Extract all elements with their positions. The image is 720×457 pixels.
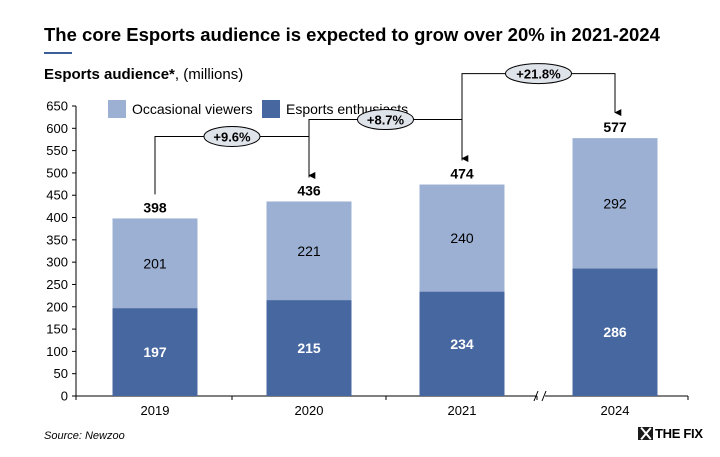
y-tick-label: 500 [46,165,68,180]
data-label-enthusiasts: 234 [450,336,474,352]
bar-segment-occasional-viewers [572,138,658,269]
data-label-total: 398 [143,199,167,215]
legend-label: Occasional viewers [132,101,253,117]
y-tick-label: 600 [46,121,68,136]
data-label-occasional: 240 [450,230,474,246]
data-label-enthusiasts: 197 [143,344,167,360]
bar-segment-occasional-viewers [419,184,505,292]
x-tick-label: 2019 [141,403,170,418]
chart-subtitle: Esports audience*, (millions) [44,66,243,83]
x-tick-label: 2024 [601,403,630,418]
title-underline [44,52,72,54]
x-tick-label: 2020 [295,403,324,418]
bar-segment-occasional-viewers [112,218,198,309]
y-tick-label: 0 [61,389,68,404]
y-tick-label: 450 [46,188,68,203]
y-tick-label: 550 [46,143,68,158]
data-label-total: 577 [603,119,627,135]
legend-swatch [108,100,126,118]
growth-label-bubble [203,125,261,147]
axis-break-mark [541,390,547,402]
growth-label-bubble [357,109,414,131]
growth-label: +8.7% [367,113,405,128]
bar-segment-esports-enthusiasts [266,300,352,396]
data-label-total: 436 [297,182,321,198]
legend-swatch [262,100,280,118]
chart-title: The core Esports audience is expected to… [44,24,660,45]
subtitle-bold: Esports audience* [44,66,175,83]
data-label-enthusiasts: 215 [297,340,321,356]
growth-label: +9.6% [213,129,251,144]
bar-segment-occasional-viewers [266,201,352,301]
brand-logo: THE FIX [638,426,703,441]
y-tick-label: 250 [46,277,68,292]
y-tick-label: 100 [46,344,68,359]
data-label-occasional: 292 [603,195,627,211]
data-label-occasional: 221 [297,243,321,259]
growth-label: +21.8% [516,67,561,82]
bar-segment-esports-enthusiasts [572,268,658,396]
y-tick-label: 400 [46,210,68,225]
y-tick-label: 50 [54,366,68,381]
y-tick-label: 200 [46,299,68,314]
data-label-enthusiasts: 286 [603,324,627,340]
y-tick-label: 300 [46,255,68,270]
data-label-total: 474 [450,166,474,182]
bar-segment-esports-enthusiasts [419,291,505,396]
y-tick-label: 650 [46,99,68,114]
y-tick-label: 150 [46,322,68,337]
bar-segment-esports-enthusiasts [112,308,198,396]
data-label-occasional: 201 [143,255,167,271]
source-note: Source: Newzoo [44,430,125,442]
y-tick-label: 350 [46,232,68,247]
logo-icon [638,427,653,440]
growth-label-bubble [505,63,572,85]
logo-text: THE FIX [655,426,703,441]
x-tick-label: 2021 [448,403,477,418]
axis-break-mark [533,390,539,402]
subtitle-units: , (millions) [174,66,244,83]
